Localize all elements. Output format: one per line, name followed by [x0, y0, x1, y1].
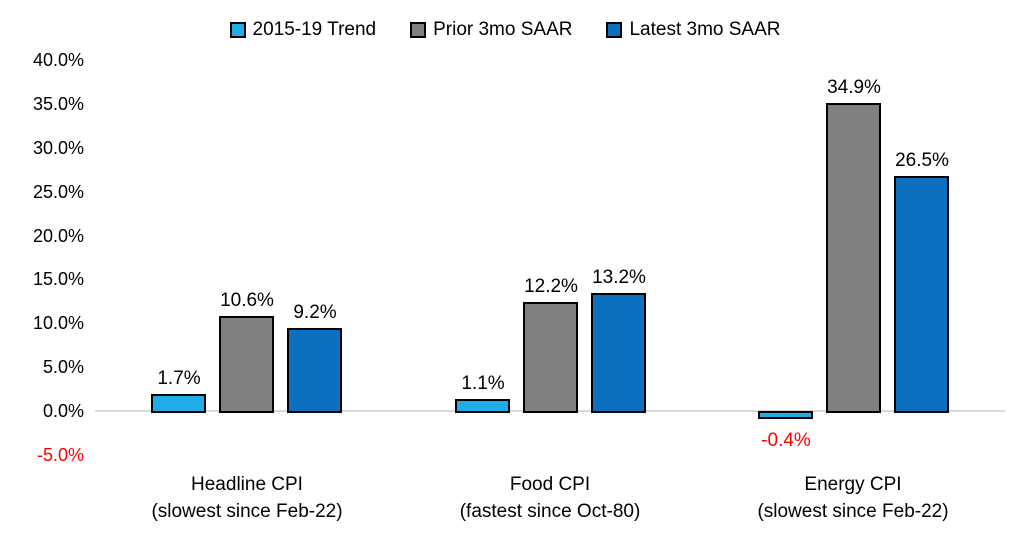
- x-category-label-headline-cpi: Headline CPI (slowest since Feb-22): [107, 471, 387, 525]
- bar-latest-3mo-saar-energy-cpi: [894, 176, 949, 413]
- y-tick-label: 25.0%: [32, 182, 84, 202]
- legend-swatch-icon: [229, 22, 246, 38]
- category-subtitle: (slowest since Feb-22): [151, 501, 343, 522]
- bar-value-label: 1.7%: [157, 368, 201, 389]
- legend-item-latest-3mo-saar: Latest 3mo SAAR: [606, 19, 781, 41]
- bar-latest-3mo-saar-food-cpi: [591, 293, 646, 413]
- category-name: Food CPI: [509, 474, 591, 495]
- bar-value-label: 10.6%: [220, 290, 274, 311]
- category-name: Energy CPI: [804, 474, 902, 495]
- bar-value-label: 13.2%: [592, 267, 646, 288]
- y-tick-label: 30.0%: [32, 138, 84, 158]
- y-tick-label: -5.0%: [36, 445, 84, 465]
- bar-value-label: 26.5%: [895, 150, 949, 171]
- y-tick-label: 20.0%: [32, 226, 84, 246]
- bar-value-label: -0.4%: [761, 430, 811, 451]
- y-tick-label: 40.0%: [32, 50, 84, 70]
- y-tick-label: 10.0%: [32, 313, 84, 333]
- bar-prior-3mo-saar-energy-cpi: [826, 103, 881, 413]
- bar-latest-3mo-saar-headline-cpi: [287, 328, 342, 413]
- bar-prior-3mo-saar-food-cpi: [523, 302, 578, 413]
- category-name: Headline CPI: [191, 474, 303, 495]
- y-tick-label: 5.0%: [42, 357, 84, 377]
- legend-label: Latest 3mo SAAR: [629, 19, 781, 40]
- bar-2015-19-trend-energy-cpi: [758, 411, 813, 419]
- bar-2015-19-trend-headline-cpi: [151, 394, 206, 413]
- x-category-label-energy-cpi: Energy CPI (slowest since Feb-22): [713, 471, 993, 525]
- y-tick-label: 35.0%: [32, 94, 84, 114]
- y-tick-label: 0.0%: [42, 401, 84, 421]
- y-tick-label: 15.0%: [32, 269, 84, 289]
- chart-legend: 2015-19 Trend Prior 3mo SAAR Latest 3mo SA…: [0, 19, 1010, 41]
- legend-label: 2015-19 Trend: [252, 19, 377, 40]
- legend-item-2015-19-trend: 2015-19 Trend: [229, 19, 377, 41]
- bar-prior-3mo-saar-headline-cpi: [219, 316, 274, 413]
- legend-item-prior-3mo-saar: Prior 3mo SAAR: [410, 19, 572, 41]
- bar-value-label: 34.9%: [827, 77, 881, 98]
- bar-value-label: 9.2%: [293, 302, 337, 323]
- bar-value-label: 12.2%: [524, 276, 578, 297]
- legend-label: Prior 3mo SAAR: [433, 19, 573, 40]
- legend-swatch-icon: [606, 22, 623, 38]
- bar-2015-19-trend-food-cpi: [455, 399, 510, 413]
- legend-swatch-icon: [410, 22, 427, 38]
- category-subtitle: (fastest since Oct-80): [459, 501, 641, 522]
- bar-value-label: 1.1%: [461, 373, 505, 394]
- x-category-label-food-cpi: Food CPI (fastest since Oct-80): [410, 471, 690, 525]
- category-subtitle: (slowest since Feb-22): [757, 501, 949, 522]
